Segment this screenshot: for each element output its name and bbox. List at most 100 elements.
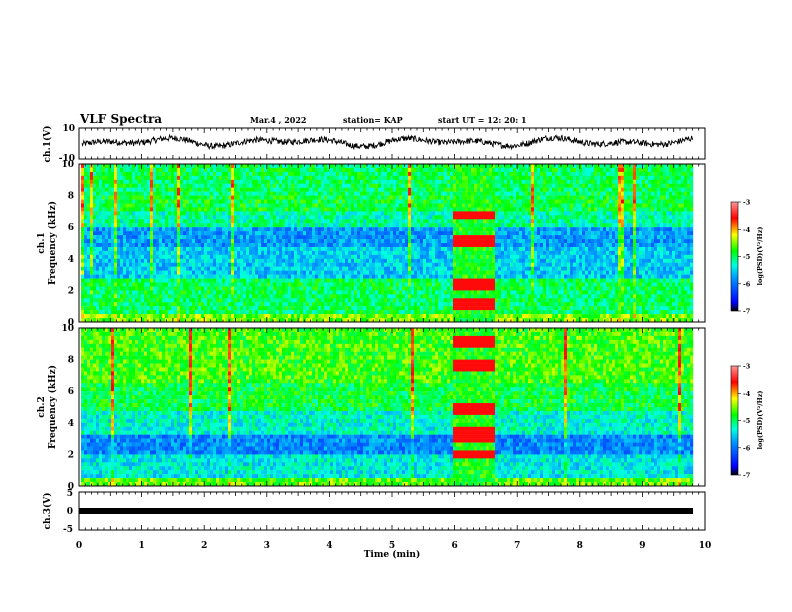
spectrogram-cell bbox=[396, 187, 400, 192]
spectrogram-cell bbox=[177, 290, 181, 295]
spectrogram-cell bbox=[249, 318, 253, 323]
spectrogram-cell bbox=[108, 314, 112, 319]
spectrogram-cell bbox=[183, 175, 187, 180]
spectrogram-cell bbox=[408, 191, 412, 196]
spectrogram-cell bbox=[210, 294, 214, 299]
spectrogram-cell bbox=[291, 262, 295, 267]
spectrogram-cell bbox=[375, 227, 379, 232]
spectrogram-cell bbox=[318, 203, 322, 208]
spectrogram-cell bbox=[444, 187, 448, 192]
spectrogram-cell bbox=[351, 231, 355, 236]
spectrogram-cell bbox=[273, 195, 277, 200]
spectrogram-cell bbox=[201, 164, 205, 169]
spectrogram-cell bbox=[168, 306, 172, 311]
spectrogram-cell bbox=[99, 167, 103, 173]
spectrogram-cell bbox=[372, 171, 376, 177]
spectrogram-cell bbox=[129, 179, 133, 184]
spectrogram-cell bbox=[354, 302, 358, 307]
spectrogram-cell bbox=[351, 223, 355, 228]
spectrogram-cell bbox=[132, 211, 136, 216]
spectrogram-cell bbox=[216, 243, 220, 248]
spectrogram-cell bbox=[84, 258, 88, 263]
spectrogram-cell bbox=[300, 274, 304, 279]
spectrogram-cell bbox=[315, 239, 319, 244]
spectrogram-cell bbox=[366, 258, 370, 263]
spectrogram-cell bbox=[324, 266, 328, 271]
spectrogram-cell bbox=[429, 278, 433, 283]
spectrogram-cell bbox=[429, 231, 433, 236]
spectrogram-cell bbox=[90, 211, 94, 216]
spectrogram-cell bbox=[177, 191, 181, 196]
spectrogram-cell bbox=[297, 278, 301, 283]
spectrogram-cell bbox=[378, 179, 382, 184]
spectrogram-cell bbox=[249, 175, 253, 180]
spectrogram-cell bbox=[297, 164, 301, 169]
spectrogram-cell bbox=[240, 219, 244, 224]
spectrogram-cell bbox=[207, 203, 211, 208]
spectrogram-cell bbox=[150, 254, 154, 259]
spectrogram-cell bbox=[384, 282, 388, 287]
spectrogram-cell bbox=[240, 258, 244, 263]
spectrogram-cell bbox=[303, 207, 307, 212]
spectrogram-cell bbox=[348, 298, 352, 303]
spectrogram-cell bbox=[207, 298, 211, 303]
spectrogram-cell bbox=[219, 215, 223, 220]
spectrogram-cell bbox=[264, 318, 268, 323]
spectrogram-cell bbox=[444, 235, 448, 240]
spectrogram-cell bbox=[363, 314, 367, 319]
spectrogram-cell bbox=[81, 306, 85, 311]
spectrogram-cell bbox=[156, 262, 160, 267]
spectrogram-cell bbox=[336, 175, 340, 180]
spectrogram-cell bbox=[372, 175, 376, 180]
spectrogram-cell bbox=[123, 318, 127, 323]
spectrogram-cell bbox=[303, 270, 307, 275]
spectrogram-cell bbox=[183, 266, 187, 271]
spectrogram-cell bbox=[150, 294, 154, 299]
spectrogram-cell bbox=[165, 258, 169, 263]
spectrogram-cell bbox=[258, 314, 262, 319]
spectrogram-cell bbox=[408, 314, 412, 319]
spectrogram-cell bbox=[156, 310, 160, 315]
spectrogram-cell bbox=[222, 298, 226, 303]
spectrogram-cell bbox=[330, 171, 334, 177]
spectrogram-cell bbox=[279, 306, 283, 311]
spectrogram-cell bbox=[408, 282, 412, 287]
spectrogram-cell bbox=[84, 235, 88, 240]
spectrogram-cell bbox=[123, 274, 127, 279]
spectrogram-cell bbox=[105, 187, 109, 192]
spectrogram-cell bbox=[87, 298, 91, 303]
spectrogram-cell bbox=[246, 266, 250, 271]
spectrogram-cell bbox=[396, 278, 400, 283]
spectrogram-cell bbox=[102, 314, 106, 319]
spectrogram-cell bbox=[369, 306, 373, 311]
spectrogram-cell bbox=[156, 207, 160, 212]
spectrogram-cell bbox=[417, 302, 421, 307]
spectrogram-cell bbox=[411, 250, 415, 256]
spectrogram-cell bbox=[108, 211, 112, 216]
spectrogram-cell bbox=[249, 270, 253, 275]
spectrogram-cell bbox=[321, 171, 325, 177]
spectrogram-cell bbox=[342, 164, 346, 169]
spectrogram-cell bbox=[270, 318, 274, 323]
spectrogram-cell bbox=[354, 310, 358, 315]
spectrogram-cell bbox=[228, 306, 232, 311]
spectrogram-cell bbox=[240, 243, 244, 248]
spectrogram-cell bbox=[441, 314, 445, 319]
spectrogram-cell bbox=[354, 179, 358, 184]
spectrogram-cell bbox=[201, 294, 205, 299]
spectrogram-cell bbox=[327, 250, 331, 256]
spectrogram-cell bbox=[402, 179, 406, 184]
spectrogram-cell bbox=[258, 302, 262, 307]
spectrogram-cell bbox=[99, 203, 103, 208]
spectrogram-cell bbox=[105, 266, 109, 271]
spectrogram-cell bbox=[234, 227, 238, 232]
spectrogram-cell bbox=[315, 286, 319, 291]
spectrogram-cell bbox=[423, 215, 427, 220]
spectrogram-cell bbox=[96, 239, 100, 244]
spectrogram-cell bbox=[396, 235, 400, 240]
spectrogram-cell bbox=[330, 298, 334, 303]
spectrogram-cell bbox=[132, 246, 136, 252]
spectrogram-cell bbox=[147, 167, 151, 173]
spectrogram-cell bbox=[357, 235, 361, 240]
spectrogram-cell bbox=[237, 298, 241, 303]
